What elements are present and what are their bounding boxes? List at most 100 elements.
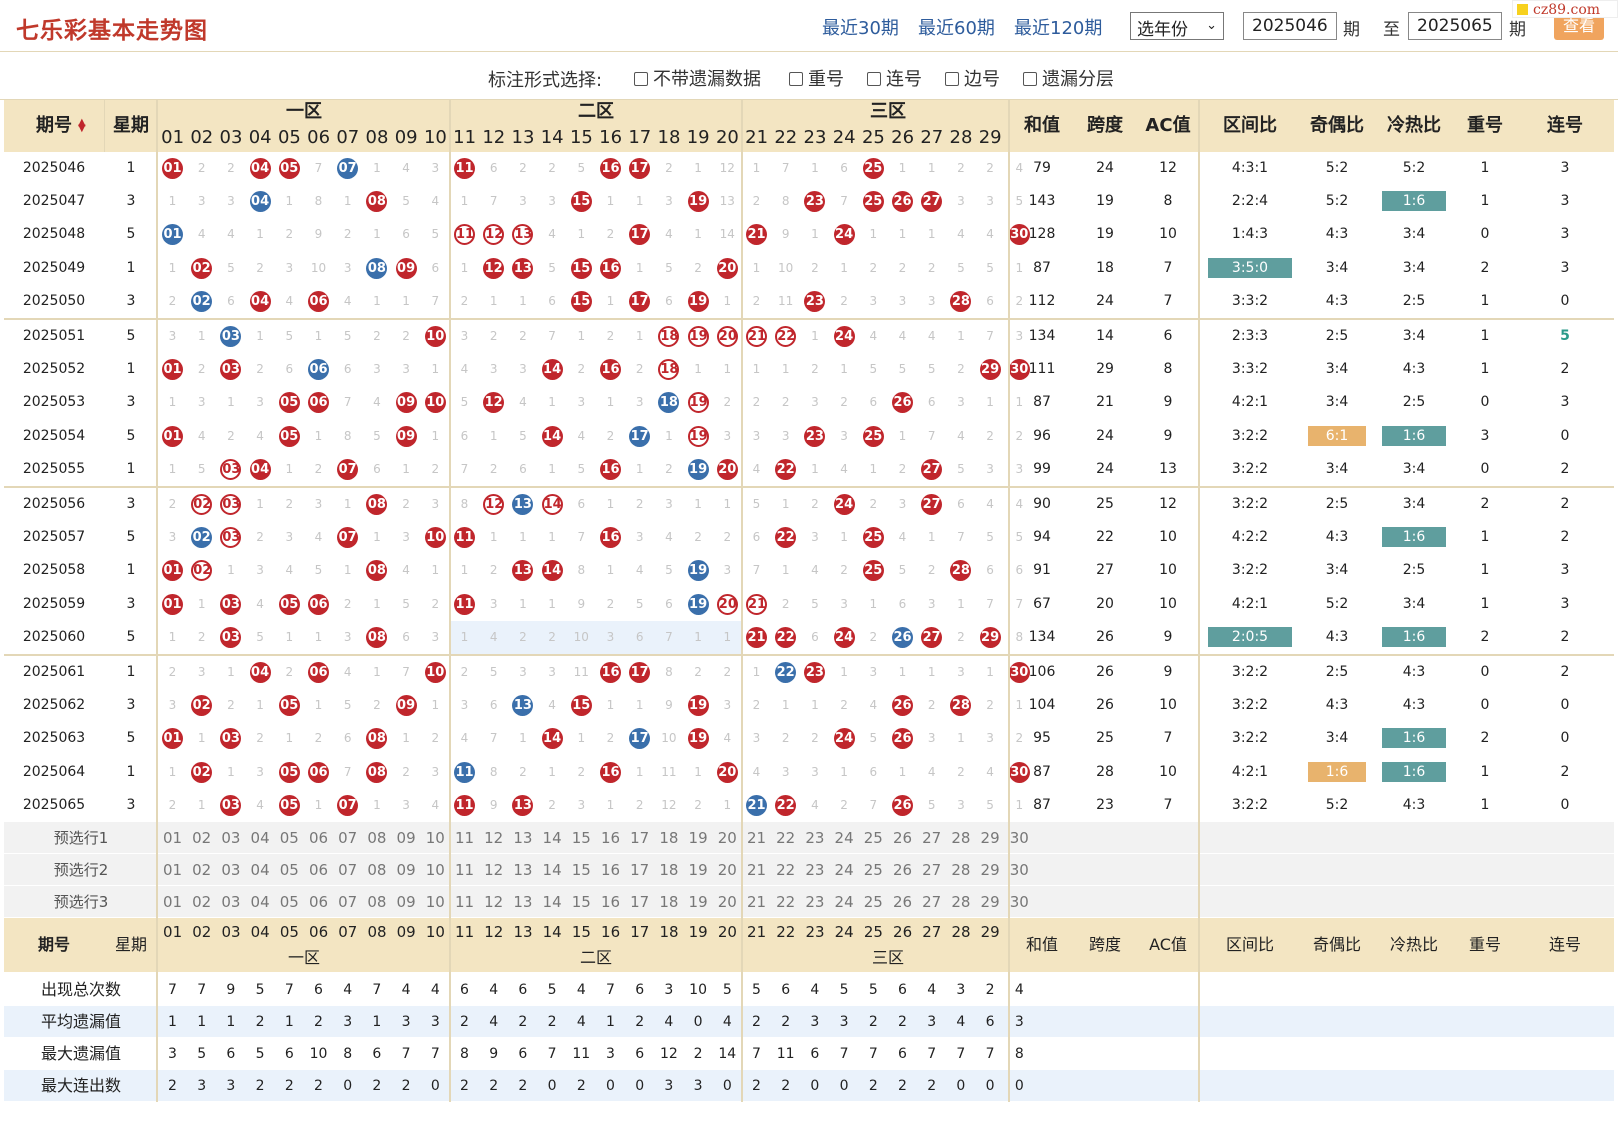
preselect-number[interactable]: 03 [221, 861, 241, 879]
preselect-number[interactable]: 21 [746, 893, 767, 911]
from-period-input[interactable] [1243, 12, 1337, 40]
preselect-number[interactable]: 30 [1009, 829, 1029, 847]
preselect-number[interactable]: 08 [367, 893, 387, 911]
preselect-number[interactable]: 26 [892, 829, 913, 847]
preselect-number[interactable]: 25 [863, 829, 883, 847]
preselect-number[interactable]: 18 [659, 861, 679, 879]
preselect-number[interactable]: 15 [571, 861, 591, 879]
checkbox-icon[interactable] [1023, 72, 1037, 86]
option-repeat[interactable]: 重号 [789, 65, 844, 91]
preselect-number[interactable]: 05 [279, 861, 299, 879]
preselect-number[interactable]: 01 [162, 829, 183, 847]
preselect-number[interactable]: 12 [484, 893, 504, 911]
preselect-number[interactable]: 21 [746, 829, 767, 847]
preselect-number[interactable]: 04 [250, 829, 270, 847]
preselect-number[interactable]: 10 [425, 829, 445, 847]
preselect-number[interactable]: 11 [454, 861, 475, 879]
preselect-number[interactable]: 08 [367, 829, 387, 847]
preselect-number[interactable]: 02 [192, 893, 212, 911]
sort-arrows-icon[interactable]: ▲ ▼ [78, 117, 86, 134]
preselect-number[interactable]: 05 [279, 893, 299, 911]
preselect-number[interactable]: 16 [600, 861, 621, 879]
preselect-number[interactable]: 17 [630, 829, 650, 847]
preselect-number[interactable]: 09 [396, 829, 416, 847]
preselect-number[interactable]: 30 [1009, 861, 1029, 879]
preselect-number[interactable]: 07 [338, 829, 358, 847]
preselect-number[interactable]: 12 [484, 861, 504, 879]
preselect-number[interactable]: 16 [600, 829, 621, 847]
preselect-number[interactable]: 21 [746, 861, 767, 879]
preselect-number[interactable]: 23 [805, 861, 825, 879]
preselect-number[interactable]: 09 [396, 861, 416, 879]
preselect-number[interactable]: 01 [162, 861, 183, 879]
preselect-number[interactable]: 25 [863, 861, 883, 879]
preselect-number[interactable]: 28 [951, 861, 971, 879]
preselect-number[interactable]: 24 [834, 829, 854, 847]
preselect-number[interactable]: 01 [162, 893, 183, 911]
preselect-number[interactable]: 23 [805, 829, 825, 847]
preselect-number[interactable]: 16 [600, 893, 621, 911]
preselect-number[interactable]: 06 [308, 893, 329, 911]
preselect-number[interactable]: 20 [717, 893, 737, 911]
preselect-number[interactable]: 04 [250, 893, 270, 911]
recent-30-link[interactable]: 最近30期 [822, 18, 899, 39]
preselect-number[interactable]: 07 [338, 861, 358, 879]
option-consecutive[interactable]: 连号 [867, 65, 922, 91]
preselect-number[interactable]: 30 [1009, 893, 1029, 911]
checkbox-icon[interactable] [867, 72, 881, 86]
preselect-number[interactable]: 19 [688, 893, 708, 911]
preselect-number[interactable]: 19 [688, 829, 708, 847]
preselect-number[interactable]: 12 [484, 829, 504, 847]
preselect-number[interactable]: 29 [980, 861, 1000, 879]
preselect-number[interactable]: 15 [571, 893, 591, 911]
preselect-number[interactable]: 20 [717, 829, 737, 847]
preselect-number[interactable]: 28 [951, 893, 971, 911]
preselect-number[interactable]: 22 [776, 893, 796, 911]
preselect-number[interactable]: 07 [338, 893, 358, 911]
preselect-number[interactable]: 24 [834, 893, 854, 911]
preselect-number[interactable]: 02 [192, 829, 212, 847]
preselect-number[interactable]: 17 [630, 893, 650, 911]
preselect-number[interactable]: 09 [396, 893, 416, 911]
preselect-number[interactable]: 18 [659, 829, 679, 847]
checkbox-icon[interactable] [789, 72, 803, 86]
preselect-number[interactable]: 29 [980, 893, 1000, 911]
preselect-number[interactable]: 26 [892, 861, 913, 879]
preselect-number[interactable]: 22 [776, 829, 796, 847]
preselect-number[interactable]: 05 [279, 829, 299, 847]
preselect-number[interactable]: 23 [805, 893, 825, 911]
preselect-number[interactable]: 11 [454, 829, 475, 847]
checkbox-icon[interactable] [634, 72, 648, 86]
preselect-number[interactable]: 22 [776, 861, 796, 879]
recent-120-link[interactable]: 最近120期 [1014, 18, 1103, 39]
option-no-miss-data[interactable]: 不带遗漏数据 [634, 65, 761, 91]
preselect-number[interactable]: 24 [834, 861, 854, 879]
preselect-number[interactable]: 14 [542, 893, 562, 911]
preselect-number[interactable]: 03 [221, 893, 241, 911]
option-miss-layer[interactable]: 遗漏分层 [1023, 65, 1114, 91]
recent-60-link[interactable]: 最近60期 [918, 18, 995, 39]
preselect-number[interactable]: 25 [863, 893, 883, 911]
preselect-number[interactable]: 11 [454, 893, 475, 911]
column-period[interactable]: 期号 [4, 100, 104, 152]
preselect-number[interactable]: 03 [221, 829, 241, 847]
preselect-number[interactable]: 04 [250, 861, 270, 879]
preselect-number[interactable]: 10 [425, 893, 445, 911]
preselect-number[interactable]: 29 [980, 829, 1000, 847]
preselect-number[interactable]: 28 [951, 829, 971, 847]
preselect-number[interactable]: 14 [542, 861, 562, 879]
preselect-number[interactable]: 06 [308, 861, 329, 879]
preselect-number[interactable]: 10 [425, 861, 445, 879]
preselect-number[interactable]: 26 [892, 893, 913, 911]
preselect-number[interactable]: 13 [513, 861, 533, 879]
preselect-number[interactable]: 17 [630, 861, 650, 879]
preselect-number[interactable]: 14 [542, 829, 562, 847]
preselect-number[interactable]: 15 [571, 829, 591, 847]
preselect-number[interactable]: 06 [308, 829, 329, 847]
to-period-input[interactable] [1408, 12, 1502, 40]
preselect-number[interactable]: 27 [922, 893, 942, 911]
preselect-number[interactable]: 08 [367, 861, 387, 879]
preselect-number[interactable]: 27 [922, 861, 942, 879]
preselect-number[interactable]: 02 [192, 861, 212, 879]
preselect-number[interactable]: 13 [513, 829, 533, 847]
